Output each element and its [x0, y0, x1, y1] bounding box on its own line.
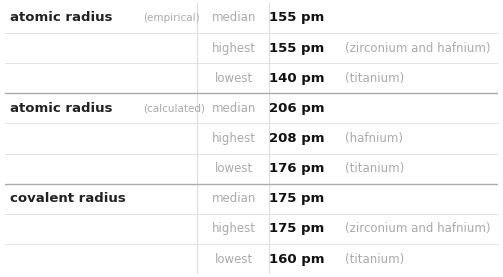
Text: 155 pm: 155 pm [269, 11, 324, 24]
Text: (empirical): (empirical) [143, 13, 200, 23]
Text: lowest: lowest [215, 253, 254, 266]
Text: (calculated): (calculated) [143, 103, 205, 113]
Text: (hafnium): (hafnium) [345, 132, 403, 145]
Text: median: median [212, 102, 257, 115]
Text: atomic radius: atomic radius [10, 102, 113, 115]
Text: (titanium): (titanium) [345, 72, 404, 85]
Text: 140 pm: 140 pm [269, 72, 324, 85]
Text: 155 pm: 155 pm [269, 42, 324, 55]
Text: highest: highest [212, 222, 256, 235]
Text: 175 pm: 175 pm [269, 222, 324, 235]
Text: 206 pm: 206 pm [269, 102, 324, 115]
Text: highest: highest [212, 42, 256, 55]
Text: median: median [212, 11, 257, 24]
Text: atomic radius: atomic radius [10, 11, 113, 24]
Text: (zirconium and hafnium): (zirconium and hafnium) [345, 42, 490, 55]
Text: lowest: lowest [215, 72, 254, 85]
Text: highest: highest [212, 132, 256, 145]
Text: 176 pm: 176 pm [269, 162, 324, 175]
Text: 160 pm: 160 pm [269, 253, 324, 266]
Text: (titanium): (titanium) [345, 162, 404, 175]
Text: (titanium): (titanium) [345, 253, 404, 266]
Text: 175 pm: 175 pm [269, 192, 324, 205]
Text: covalent radius: covalent radius [10, 192, 126, 205]
Text: 208 pm: 208 pm [269, 132, 324, 145]
Text: lowest: lowest [215, 162, 254, 175]
Text: median: median [212, 192, 257, 205]
Text: (zirconium and hafnium): (zirconium and hafnium) [345, 222, 490, 235]
